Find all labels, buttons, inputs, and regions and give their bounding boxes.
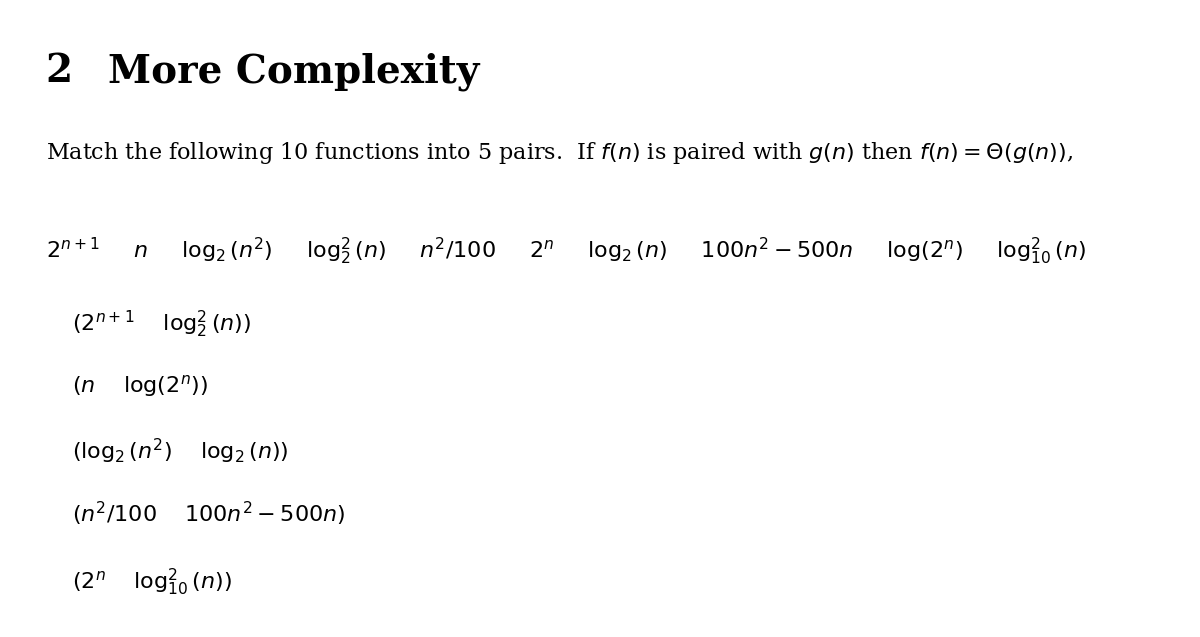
- Text: $(2^{n+1}$    $\log_2^2(n))$: $(2^{n+1}$ $\log_2^2(n))$: [72, 309, 251, 340]
- Text: $(\log_2(n^2)$    $\log_2(n))$: $(\log_2(n^2)$ $\log_2(n))$: [72, 436, 289, 466]
- Text: Match the following 10 functions into 5 pairs.  If $f(n)$ is paired with $g(n)$ : Match the following 10 functions into 5 …: [46, 140, 1073, 166]
- Text: $2^{n+1}$$\quad\;\; n \quad\;\;$$\log_2(n^2)$$\quad\;\;$$\log_2^2(n)$$\quad\;\;$: $2^{n+1}$$\quad\;\; n \quad\;\;$$\log_2(…: [46, 236, 1086, 267]
- Text: More Complexity: More Complexity: [108, 52, 479, 90]
- Text: $(n$    $\log(2^n))$: $(n$ $\log(2^n))$: [72, 373, 208, 399]
- Text: 2: 2: [46, 52, 73, 90]
- Text: $(n^2/100$    $100n^2 - 500n)$: $(n^2/100$ $100n^2 - 500n)$: [72, 500, 346, 528]
- Text: $(2^n$    $\log^2_{10}(n))$: $(2^n$ $\log^2_{10}(n))$: [72, 567, 232, 598]
